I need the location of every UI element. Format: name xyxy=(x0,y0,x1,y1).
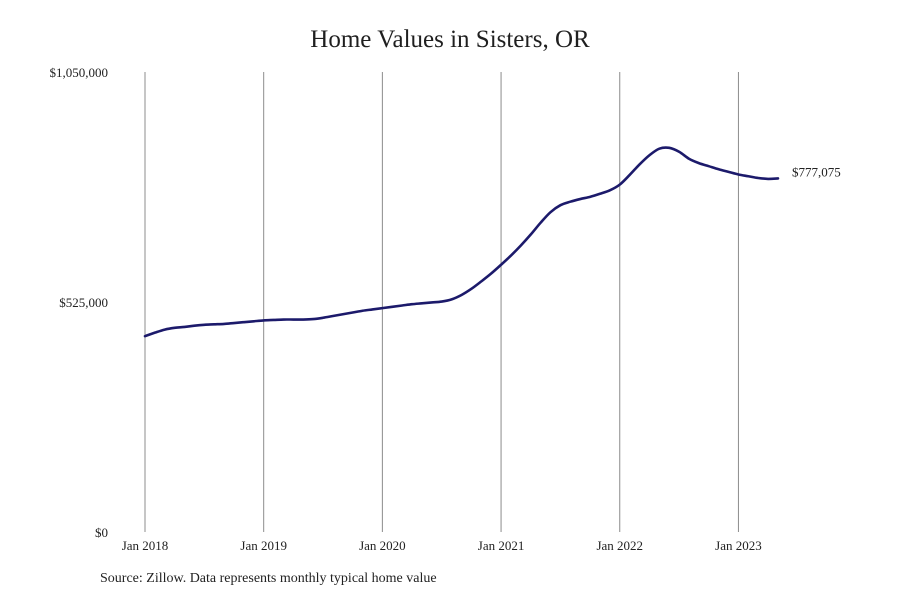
end-value-label: $777,075 xyxy=(792,164,841,179)
y-tick-label: $1,050,000 xyxy=(50,65,109,80)
x-tick-label: Jan 2022 xyxy=(596,538,643,553)
series-layer xyxy=(143,146,780,338)
x-tick-label: Jan 2019 xyxy=(240,538,287,553)
gridlines xyxy=(144,72,739,532)
x-tick-label: Jan 2020 xyxy=(359,538,406,553)
x-tick-label: Jan 2018 xyxy=(122,538,169,553)
series-line-0 xyxy=(143,146,780,338)
source-note: Source: Zillow. Data represents monthly … xyxy=(100,571,437,586)
chart-title: Home Values in Sisters, OR xyxy=(310,26,590,53)
y-axis-ticks: $0 $525,000 $1,050,000 xyxy=(50,65,109,540)
x-tick-label: Jan 2021 xyxy=(478,538,525,553)
data-label-layer: $777,075 xyxy=(792,164,841,179)
x-axis-ticks: Jan 2018 Jan 2019 Jan 2020 Jan 2021 Jan 2022… xyxy=(122,538,762,553)
x-tick-label: Jan 2023 xyxy=(715,538,762,553)
y-tick-label: $0 xyxy=(95,525,108,540)
y-tick-label: $525,000 xyxy=(59,295,108,310)
